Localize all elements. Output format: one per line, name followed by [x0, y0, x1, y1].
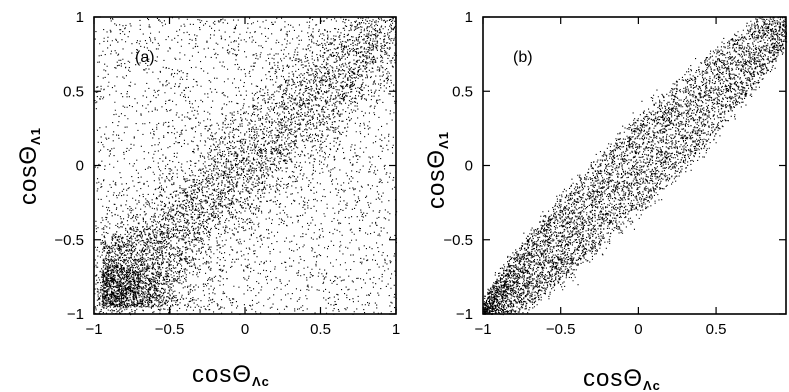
panel-b-xtick-label: 0.5 — [706, 321, 727, 338]
panel-a: −1 −0.5 0 0.5 1−1−0.500.51 (a) cosΘΛc cosΘΛ1 — [15, 9, 400, 389]
panel-b-y-axis-title: cosΘΛ1 — [423, 131, 451, 209]
panel-a-xtick-label: 0.5 — [310, 321, 331, 338]
svg-text:cosΘΛ1: cosΘΛ1 — [423, 131, 451, 209]
panel-b-xtick-label: −1 — [474, 321, 491, 338]
panel-a-points-path — [94, 17, 398, 316]
panel-a-ylabel-base: cosΘ — [15, 145, 42, 205]
panel-b-ytick-label: 0 — [465, 158, 473, 175]
panel-b-ytick-label: 1 — [465, 9, 473, 26]
panel-a-xtick-label: 0 — [241, 321, 249, 338]
svg-text:cosΘΛ1: cosΘΛ1 — [15, 127, 43, 205]
svg-text:cosΘΛc: cosΘΛc — [192, 361, 270, 389]
panel-a-scatter-points — [94, 17, 398, 316]
panel-a-xlabel-sub: Λc — [252, 374, 270, 389]
panel-b-scatter-points — [483, 17, 788, 316]
panel-b-ylabel-sub: Λ1 — [436, 131, 451, 149]
panel-b-xlabel-sub: Λc — [643, 378, 661, 392]
panel-a-x-axis-title: cosΘΛc — [192, 361, 270, 389]
panel-b-ytick-label: −0.5 — [443, 232, 473, 249]
panel-a-xlabel-base: cosΘ — [192, 361, 252, 388]
panel-a-ytick-label: −1 — [67, 306, 84, 323]
panel-b-ytick-label: 0.5 — [452, 83, 473, 100]
panel-a-xtick-label: −1 — [85, 321, 102, 338]
panel-b-ytick-label: −1 — [456, 306, 473, 323]
panel-a-ticks: −1 −0.5 0 0.5 1 −1 −0.5 0 0.5 1 — [54, 9, 400, 338]
panel-b-ylabel-base: cosΘ — [423, 149, 450, 209]
panel-a-ytick-label: −0.5 — [54, 232, 84, 249]
panel-b-ticks: −1 −0.5 0 0.5 −1 −0.5 0 0.5 1 — [443, 9, 786, 338]
panel-a-ytick-label: 1 — [76, 9, 84, 26]
panel-a-ytick-label: 0 — [76, 158, 84, 175]
panel-b-x-axis-title: cosΘΛc — [583, 365, 661, 392]
panel-b-xlabel-base: cosΘ — [583, 365, 643, 392]
panel-a-ylabel-sub: Λ1 — [28, 127, 43, 145]
panel-b: −1 −0.5 0 0.5−1−0.500.51 (b) cosΘΛc cosΘΛ1 — [423, 9, 788, 392]
panel-b-xtick-label: −0.5 — [546, 321, 576, 338]
panel-a-label: (a) — [135, 49, 155, 66]
panel-b-label: (b) — [513, 49, 533, 66]
panel-b-xtick-label: 0 — [634, 321, 642, 338]
panel-a-y-axis-title: cosΘΛ1 — [15, 127, 43, 205]
panel-a-ytick-label: 0.5 — [63, 83, 84, 100]
panel-a-xtick-label: −0.5 — [155, 321, 185, 338]
panel-b-points-path — [483, 17, 788, 316]
panel-a-xtick-label: 1 — [392, 321, 400, 338]
svg-text:cosΘΛc: cosΘΛc — [583, 365, 661, 392]
